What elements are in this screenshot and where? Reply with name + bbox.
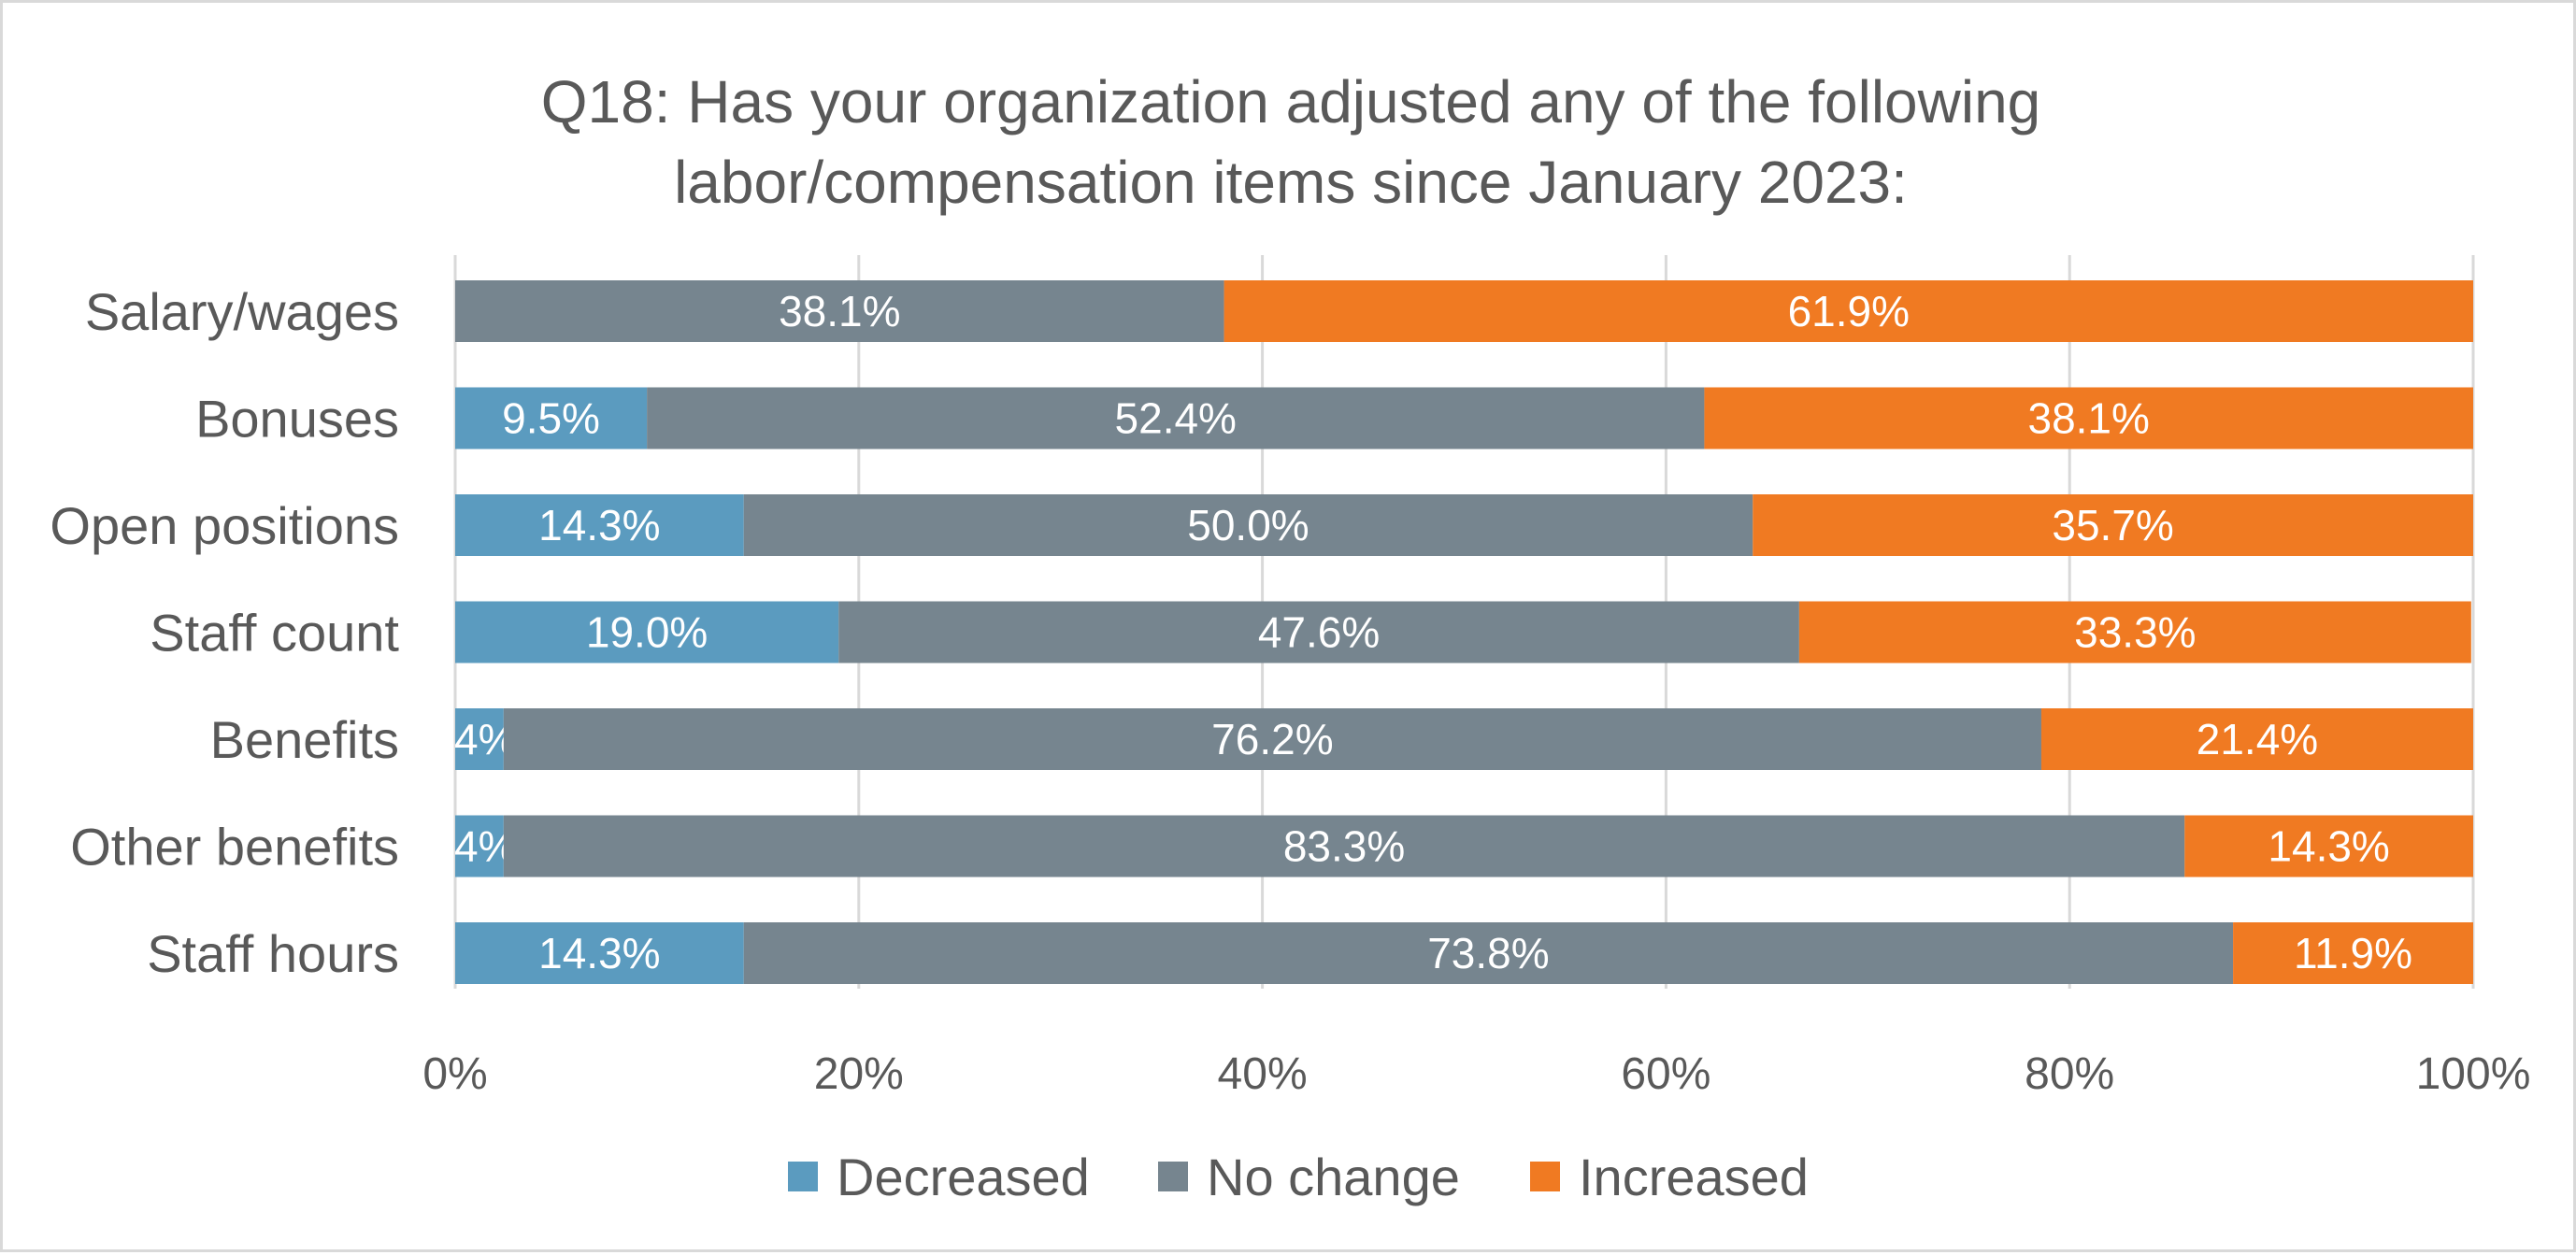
category-label: Other benefits [70, 818, 399, 877]
data-label: 61.9% [1788, 287, 1910, 335]
chart-title-line-2: labor/compensation items since January 2… [674, 149, 1908, 216]
bar-segment-no-change [503, 708, 2041, 770]
bar-segment-no-change [647, 387, 1705, 449]
data-label: 35.7% [2052, 501, 2173, 549]
data-label: 50.0% [1187, 501, 1309, 549]
bar-segment-decreased [455, 601, 839, 663]
category-label: Bonuses [195, 390, 399, 449]
category-label: Staff count [150, 604, 399, 663]
data-label: 38.1% [779, 287, 900, 335]
data-label: 9.5% [502, 394, 600, 443]
bar-segment-increased [1704, 387, 2473, 449]
legend-label: Decreased [837, 1148, 1090, 1206]
bar-segment-no-change [743, 494, 1753, 556]
chart-title-line-1: Q18: Has your organization adjusted any … [541, 68, 2041, 135]
bar-segment-decreased [455, 708, 504, 770]
data-label: 83.3% [1283, 822, 1405, 871]
bar-segment-no-change [455, 280, 1224, 342]
data-label: 38.1% [2027, 394, 2149, 443]
bar-segment-no-change [503, 815, 2185, 877]
x-tick-label: 0% [422, 1049, 487, 1099]
bar-segment-increased [2233, 922, 2473, 984]
bar-segment-increased [1753, 494, 2473, 556]
bar-segment-no-change [838, 601, 1799, 663]
x-tick-label: 80% [2025, 1049, 2114, 1099]
data-label: 52.4% [1115, 394, 1237, 443]
x-tick-label: 60% [1621, 1049, 1710, 1099]
category-label: Salary/wages [85, 282, 399, 341]
bar-segment-decreased [455, 387, 648, 449]
bar-segment-decreased [455, 815, 504, 877]
data-label: 73.8% [1427, 929, 1549, 977]
data-label: 14.3% [2268, 822, 2389, 871]
x-axis-tick-labels: 0% 20% 40% 60% 80% 100% [422, 1049, 2530, 1099]
bar-segment-decreased [455, 922, 744, 984]
legend-label: No change [1207, 1148, 1460, 1206]
bar-segment-increased [2040, 708, 2473, 770]
data-label: 76.2% [1211, 715, 1333, 763]
data-label: 14.3% [538, 929, 660, 977]
category-label: Benefits [210, 710, 399, 769]
x-tick-label: 40% [1218, 1049, 1308, 1099]
category-label: Open positions [50, 496, 399, 555]
legend-swatch [1158, 1162, 1188, 1191]
bars: 38.1% 61.9% 9.5% 52.4% 38.1% 14.3% 50.0% 35.7% 1… [442, 280, 2473, 984]
data-label: 33.3% [2074, 608, 2196, 657]
data-label: 19.0% [586, 608, 708, 657]
data-label: 47.6% [1258, 608, 1380, 657]
data-label: 14.3% [538, 501, 660, 549]
x-tick-label: 20% [814, 1049, 904, 1099]
category-labels: Salary/wages Bonuses Open positions Staff c… [50, 282, 399, 983]
legend-swatch [1530, 1162, 1560, 1191]
category-label: Staff hours [147, 924, 399, 983]
data-label: 11.9% [2294, 929, 2412, 977]
x-tick-label: 100% [2416, 1049, 2531, 1099]
bar-segment-increased [1798, 601, 2471, 663]
chart-title: Q18: Has your organization adjusted any … [541, 68, 2041, 216]
legend: Decreased No change Increased [788, 1148, 1809, 1206]
bar-segment-decreased [455, 494, 744, 556]
data-label: 21.4% [2197, 715, 2318, 763]
stacked-bar-chart: Q18: Has your organization adjusted any … [50, 68, 2530, 1206]
bar-segment-increased [2184, 815, 2473, 877]
bar-segment-increased [1224, 280, 2473, 342]
bar-segment-no-change [743, 922, 2234, 984]
legend-label: Increased [1579, 1148, 1809, 1206]
legend-swatch [788, 1162, 818, 1191]
